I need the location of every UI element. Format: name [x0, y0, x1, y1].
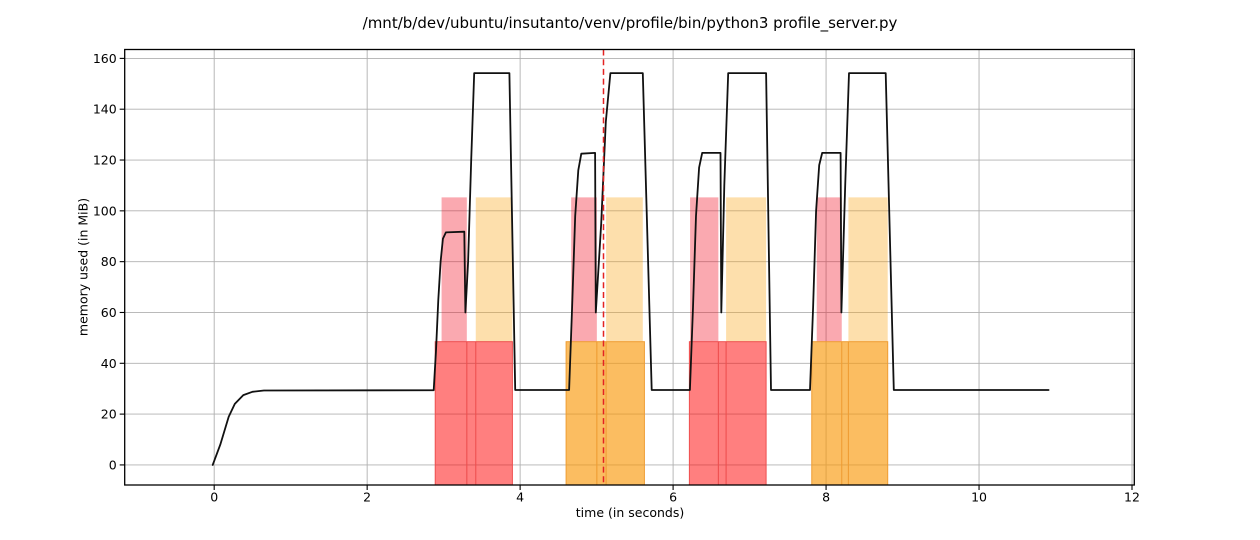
function-brackets [434, 197, 889, 486]
x-tick-label: 6 [669, 490, 677, 505]
bracket-orange-column [726, 197, 767, 342]
x-tick-label: 2 [363, 490, 371, 505]
memory-usage-line [211, 72, 1050, 466]
plot-frame [124, 48, 1135, 486]
x-axis-label: time (in seconds) [575, 505, 685, 520]
chart-title: /mnt/b/dev/ubuntu/insutanto/venv/profile… [362, 14, 898, 32]
y-tick-label: 80 [101, 254, 117, 269]
x-tick-label: 12 [1124, 490, 1140, 505]
y-tick-label: 40 [101, 356, 117, 371]
y-tick-label: 20 [101, 407, 117, 422]
bracket-orange-column [475, 197, 513, 342]
y-tick-label: 0 [109, 457, 117, 472]
x-tick-label: 8 [822, 490, 830, 505]
bracket-overlay [811, 341, 889, 486]
x-tick-label: 10 [971, 490, 987, 505]
bracket-overlay [688, 341, 767, 486]
bracket-orange-column [848, 197, 888, 342]
bracket-overlay [434, 341, 513, 486]
x-tick-label: 4 [516, 490, 524, 505]
memory-series-path [211, 72, 1050, 466]
y-tick-label: 160 [93, 51, 117, 66]
bracket-pink-column [816, 197, 842, 342]
bracket-overlay [565, 341, 645, 486]
y-tick-label: 60 [101, 305, 117, 320]
y-tick-label: 140 [93, 102, 117, 117]
y-tick-label: 100 [93, 203, 117, 218]
y-tick-label: 120 [93, 153, 117, 168]
x-tick-label: 0 [210, 490, 218, 505]
bracket-orange-column [606, 197, 643, 342]
bracket-pink-column [441, 197, 467, 342]
